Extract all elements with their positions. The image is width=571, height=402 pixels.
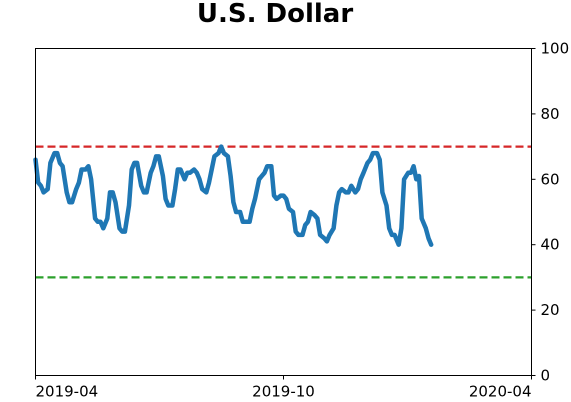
x-tick-label: 2019-10 xyxy=(252,383,315,401)
y-tick-label: 40 xyxy=(541,236,560,254)
y-tick-label: 20 xyxy=(541,301,560,319)
x-axis: 2019-04 2019-10 2020-04 xyxy=(35,375,532,401)
x-tick-label: 2019-04 xyxy=(36,383,99,401)
y-tick-label: 100 xyxy=(541,40,570,58)
y-tick-label: 60 xyxy=(541,170,560,188)
reference-lines xyxy=(35,145,532,279)
y-tick-label: 80 xyxy=(541,105,560,123)
y-axis: 0 20 40 60 80 100 xyxy=(531,40,570,385)
series-line xyxy=(33,144,434,247)
series-layer xyxy=(33,144,434,247)
y-tick-label: 0 xyxy=(541,367,551,385)
x-tick-label: 2020-04 xyxy=(469,383,532,401)
chart-title: U.S. Dollar xyxy=(197,0,353,29)
